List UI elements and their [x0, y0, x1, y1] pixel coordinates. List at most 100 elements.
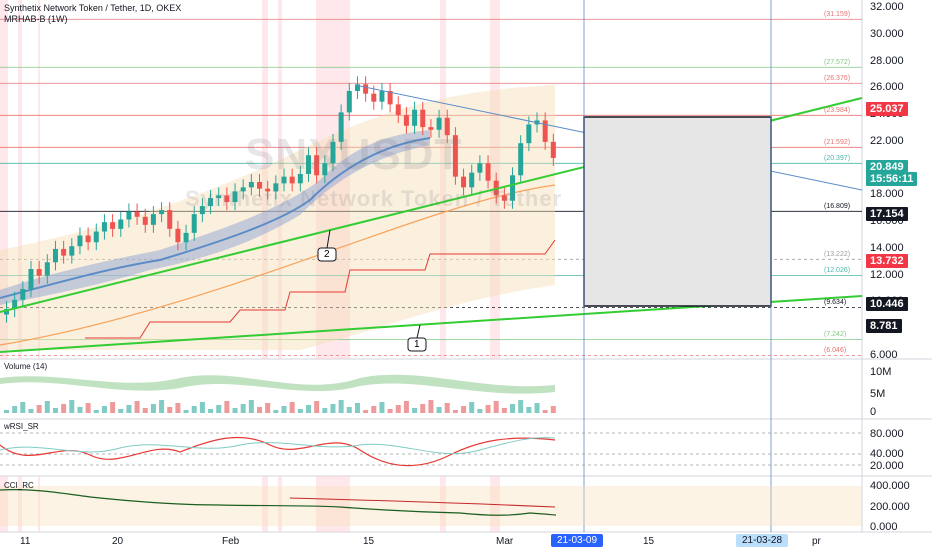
candle-body — [387, 90, 393, 105]
red-zone — [18, 476, 22, 532]
volume-bar — [4, 410, 9, 413]
candle-body — [175, 228, 181, 243]
level-label: (9.634) — [824, 299, 847, 307]
candle-body — [485, 163, 491, 181]
candle-body — [208, 198, 214, 207]
candle-body — [248, 182, 254, 188]
time-label-15b: 15 — [643, 536, 655, 547]
callout-1 — [407, 324, 427, 352]
candle-body — [191, 214, 197, 233]
volume-bar — [208, 409, 214, 413]
candle-body — [412, 109, 418, 126]
candle-body — [93, 231, 99, 243]
volume-bar — [461, 406, 467, 413]
red-zone — [38, 476, 40, 532]
volume-bar — [526, 407, 532, 413]
level-label: (21.592) — [824, 139, 851, 147]
candle-body — [240, 187, 246, 192]
volume-bar — [142, 408, 148, 413]
volume-bar — [175, 403, 181, 413]
time-label-feb: Feb — [222, 536, 240, 547]
volume-bar — [550, 406, 556, 413]
volume-bar — [485, 405, 491, 413]
candle-body — [199, 206, 205, 215]
price-badge: 25.037 — [866, 102, 908, 116]
volume-bar — [444, 403, 450, 413]
red-zone — [18, 0, 22, 359]
volume-bar — [12, 406, 18, 413]
candle-body — [85, 235, 91, 243]
candle-body — [420, 109, 426, 128]
cci-signal — [289, 497, 556, 508]
volume-bar — [297, 409, 303, 413]
candle-body — [101, 222, 107, 232]
red-zone — [490, 476, 500, 532]
candle-body — [322, 163, 328, 176]
volume-bar — [36, 405, 42, 413]
ma-line — [0, 137, 431, 299]
time-label-mar: Mar — [496, 536, 514, 547]
volume-axis-5m: 5M — [870, 388, 886, 400]
volume-bar — [534, 403, 540, 413]
candles — [4, 76, 556, 323]
volume-axis-10m: 10M — [870, 366, 892, 378]
red-zone — [316, 476, 350, 532]
volume-bar — [20, 402, 26, 413]
candle-body — [257, 182, 263, 189]
price-axis-label: 18.000 — [870, 188, 904, 201]
watermark-symbol: SNXUSDT — [245, 130, 463, 179]
cci-band — [0, 486, 862, 526]
candle-body — [4, 309, 9, 315]
red-zone — [0, 476, 8, 532]
candle-body — [403, 115, 409, 126]
rsi-axis-20: 20.000 — [870, 460, 904, 472]
volume-bar — [428, 400, 434, 413]
volume-bar — [191, 406, 197, 413]
volume-bar — [501, 408, 507, 413]
cci-pane-label: CCI_RC — [4, 481, 34, 490]
level-label: (13.222) — [824, 251, 851, 259]
volume-bar — [69, 400, 75, 413]
projection-box[interactable] — [583, 116, 772, 307]
red-zone — [440, 476, 446, 532]
candle-body — [281, 176, 287, 184]
callout-1-label: 1 — [414, 339, 420, 350]
volume-bar — [387, 409, 393, 413]
volume-bar — [510, 404, 516, 413]
watermark-description: Synthetix Network Token / Tether — [185, 186, 563, 211]
time-badge-21-03-28[interactable]: 21-03-28 — [736, 534, 789, 547]
volume-bar — [363, 410, 369, 413]
candle-body — [167, 210, 173, 229]
time-badge-21-03-09[interactable]: 21-03-09 — [551, 534, 604, 547]
level-label: (27.572) — [824, 59, 851, 67]
price-badge: 15:56:11 — [866, 172, 918, 186]
volume-bar — [330, 404, 336, 413]
candle-body — [28, 269, 34, 290]
candle-body — [428, 127, 434, 130]
candle-body — [501, 195, 507, 201]
volume-bar — [477, 409, 483, 413]
volume-bar — [265, 403, 271, 413]
candle-body — [542, 120, 548, 142]
volume-bar — [305, 405, 311, 413]
time-label-11: 11 — [20, 536, 31, 547]
candle-body — [452, 135, 458, 177]
candle-body — [232, 191, 238, 203]
level-label: (12.026) — [824, 267, 851, 275]
candle-body — [305, 155, 311, 174]
candle-body — [118, 219, 124, 229]
candle-body — [363, 84, 369, 94]
volume-axis-0: 0 — [870, 406, 877, 418]
time-label-15: 15 — [363, 536, 375, 547]
volume-bar — [493, 401, 499, 413]
candle-body — [69, 246, 75, 256]
volume-bar — [126, 405, 132, 413]
price-axis-label: 14.000 — [870, 241, 904, 254]
volume-bar — [159, 400, 165, 413]
candle-body — [436, 117, 442, 130]
price-axis-label: 12.000 — [870, 268, 904, 281]
red-zone — [440, 0, 446, 359]
candle-body — [12, 299, 18, 310]
red-zone — [38, 0, 40, 359]
